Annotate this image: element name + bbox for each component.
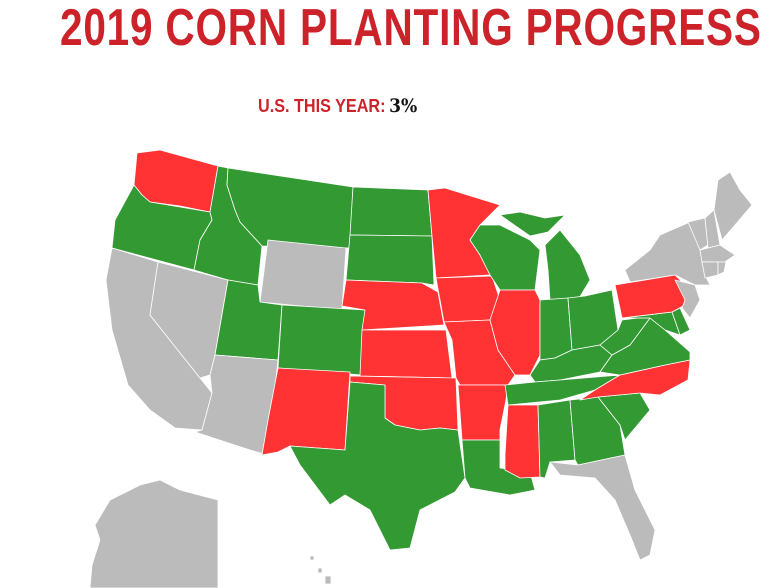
state-HI-3[interactable] [324,575,332,585]
state-WY[interactable] [259,239,347,311]
state-IN[interactable] [539,297,573,361]
state-SD[interactable] [345,234,435,286]
state-TX[interactable] [289,381,466,551]
state-ME[interactable] [713,171,753,241]
us-progress-label: U.S. THIS YEAR: [258,96,386,116]
state-MI[interactable] [544,229,591,301]
state-CT[interactable] [701,261,719,279]
state-LA[interactable] [461,439,536,496]
state-RI[interactable] [717,261,727,276]
us-progress-value: 3% [389,95,418,117]
state-MS[interactable] [504,404,541,479]
state-MI-UP[interactable] [499,211,566,237]
state-AR[interactable] [457,384,509,441]
us-progress-summary: U.S. THIS YEAR: 3% [258,95,417,117]
state-AK[interactable] [89,479,219,588]
state-HI[interactable] [309,555,315,561]
state-NE[interactable] [341,279,445,331]
state-CO[interactable] [277,304,366,376]
state-NM[interactable] [261,367,351,456]
state-FL[interactable] [549,454,656,561]
state-HI-2[interactable] [317,567,323,574]
state-KS[interactable] [359,329,453,379]
state-MA[interactable] [699,244,736,263]
state-IA[interactable] [435,275,501,323]
state-ND[interactable] [349,186,433,237]
